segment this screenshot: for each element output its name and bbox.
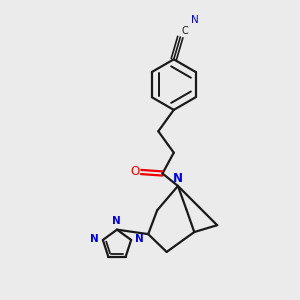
Text: O: O bbox=[130, 166, 140, 178]
Text: N: N bbox=[112, 216, 121, 226]
Text: C: C bbox=[182, 26, 189, 36]
Text: N: N bbox=[135, 234, 144, 244]
Text: N: N bbox=[191, 15, 199, 25]
Text: N: N bbox=[173, 172, 183, 185]
Text: N: N bbox=[90, 234, 99, 244]
